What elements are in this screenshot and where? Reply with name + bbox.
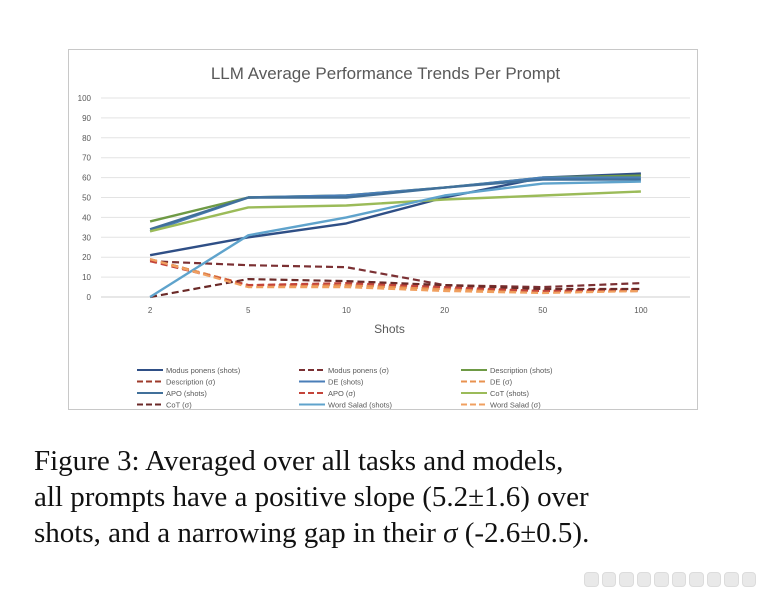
legend-label: CoT (σ) bbox=[166, 401, 192, 410]
x-tick-label: 50 bbox=[538, 306, 547, 315]
series-line bbox=[150, 260, 641, 289]
chart-area: LLM Average Performance Trends Per Promp… bbox=[68, 49, 698, 410]
legend-label: CoT (shots) bbox=[490, 389, 530, 398]
series-line bbox=[149, 260, 641, 293]
legend-label: Modus ponens (shots) bbox=[166, 366, 241, 375]
legend-label: DE (shots) bbox=[328, 378, 364, 387]
y-tick-label: 0 bbox=[87, 293, 92, 302]
caption-line-3: shots, and a narrowing gap in their σ (-… bbox=[34, 515, 734, 551]
watermark-logo bbox=[584, 571, 756, 587]
legend-label: Word Salad (σ) bbox=[490, 401, 541, 410]
y-tick-label: 30 bbox=[82, 233, 91, 242]
y-tick-label: 100 bbox=[78, 94, 92, 103]
y-tick-label: 90 bbox=[82, 114, 91, 123]
x-tick-label: 20 bbox=[440, 306, 449, 315]
line-chart: LLM Average Performance Trends Per Promp… bbox=[78, 64, 690, 410]
caption-line-2: all prompts have a positive slope (5.2±1… bbox=[34, 481, 589, 513]
x-tick-label: 2 bbox=[148, 306, 153, 315]
y-tick-label: 80 bbox=[82, 134, 91, 143]
legend-label: Modus ponens (σ) bbox=[328, 366, 389, 375]
legend-label: Word Salad (shots) bbox=[328, 401, 393, 410]
legend-label: Description (σ) bbox=[166, 378, 216, 387]
y-tick-label: 60 bbox=[82, 174, 91, 183]
caption-line-1: Figure 3: Averaged over all tasks and mo… bbox=[34, 445, 564, 477]
legend-label: DE (σ) bbox=[490, 378, 513, 387]
series-line bbox=[149, 178, 641, 231]
series-line bbox=[149, 190, 641, 233]
x-tick-label: 100 bbox=[634, 306, 648, 315]
legend-label: APO (σ) bbox=[328, 389, 356, 398]
sigma-symbol: σ bbox=[443, 517, 458, 549]
y-tick-label: 70 bbox=[82, 154, 91, 163]
legend-label: Description (shots) bbox=[490, 366, 553, 375]
series-line bbox=[149, 278, 641, 299]
figure-caption: Figure 3: Averaged over all tasks and mo… bbox=[34, 443, 734, 551]
y-tick-label: 10 bbox=[82, 273, 91, 282]
caption-line-3-start: shots, and a narrowing gap in their bbox=[34, 517, 444, 549]
caption-line-3-end: (-2.6±0.5). bbox=[457, 517, 590, 549]
y-tick-label: 20 bbox=[82, 253, 91, 262]
series-line bbox=[149, 258, 641, 295]
x-axis-label: Shots bbox=[374, 322, 405, 336]
x-tick-label: 5 bbox=[246, 306, 251, 315]
x-tick-label: 10 bbox=[342, 306, 351, 315]
legend-label: APO (shots) bbox=[166, 389, 207, 398]
y-tick-label: 40 bbox=[82, 213, 91, 222]
series-line bbox=[149, 180, 641, 299]
y-tick-label: 50 bbox=[82, 194, 91, 203]
chart-title: LLM Average Performance Trends Per Promp… bbox=[211, 64, 561, 83]
